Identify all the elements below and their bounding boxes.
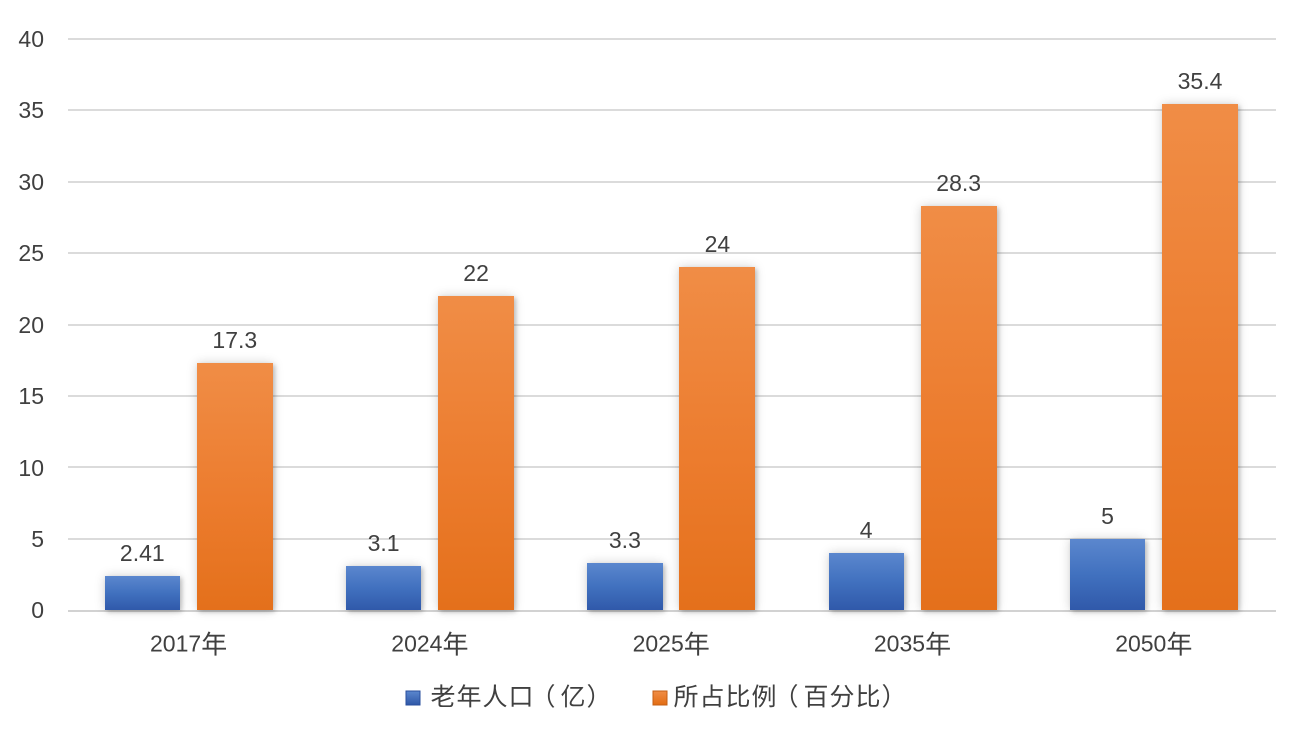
svg-text:2035: 2035 xyxy=(874,630,925,656)
svg-text:2024: 2024 xyxy=(391,630,442,656)
svg-text:2050: 2050 xyxy=(1115,630,1166,656)
svg-text:2017: 2017 xyxy=(150,630,201,656)
svg-text:2025: 2025 xyxy=(633,630,684,656)
